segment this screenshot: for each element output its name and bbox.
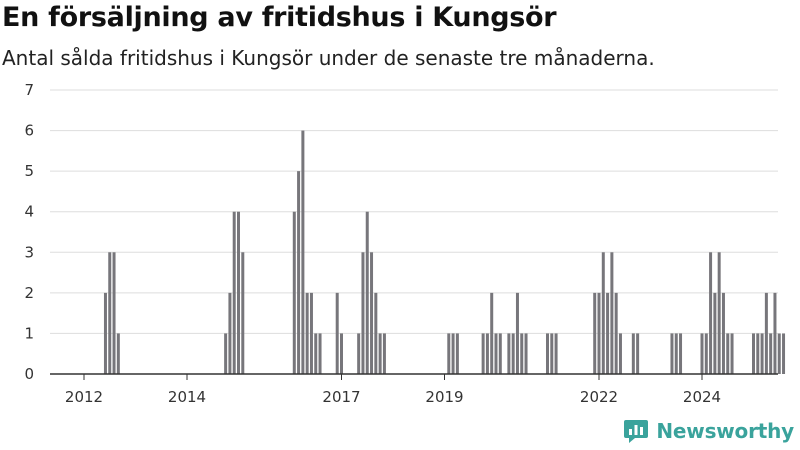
bar	[224, 333, 228, 374]
bar	[335, 292, 339, 374]
bar	[515, 292, 519, 374]
y-tick-label: 4	[24, 203, 34, 221]
bar	[769, 333, 773, 374]
x-tick-label: 2012	[65, 388, 103, 406]
bar	[507, 333, 511, 374]
bar	[730, 333, 734, 374]
bar	[370, 252, 374, 374]
bar	[601, 252, 605, 374]
bar	[455, 333, 459, 374]
bar	[593, 292, 597, 374]
bar	[670, 333, 674, 374]
bar	[610, 252, 614, 374]
bar	[318, 333, 322, 374]
bar	[606, 292, 610, 374]
bar	[524, 333, 528, 374]
bar	[490, 292, 494, 374]
bar	[713, 292, 717, 374]
bar	[674, 333, 678, 374]
brand-name: Newsworthy	[656, 419, 794, 443]
x-tick-label: 2014	[168, 388, 206, 406]
bar	[760, 333, 764, 374]
bar	[764, 292, 768, 374]
bar	[116, 333, 120, 374]
bar	[451, 333, 455, 374]
x-tick-label: 2017	[322, 388, 360, 406]
y-tick-label: 6	[24, 122, 34, 140]
bar	[717, 252, 721, 374]
bar	[108, 252, 112, 374]
bar	[777, 333, 781, 374]
bar	[546, 333, 549, 374]
bar	[614, 292, 618, 374]
bar	[752, 333, 755, 374]
bar	[112, 252, 116, 374]
bar	[485, 333, 489, 374]
bar	[357, 333, 361, 374]
bar	[103, 292, 107, 374]
y-tick-label: 3	[24, 243, 34, 261]
bar	[721, 292, 725, 374]
bar	[292, 211, 296, 374]
bar-chart-logo-icon	[624, 420, 649, 443]
y-tick-label: 7	[24, 81, 34, 99]
y-tick-label: 5	[24, 162, 34, 180]
bar	[382, 333, 386, 374]
bar	[709, 252, 713, 374]
y-axis-labels: 0 1 2 3 4 5 6 7	[24, 81, 34, 383]
bar	[520, 333, 524, 374]
bar	[378, 333, 382, 374]
bar	[447, 333, 451, 374]
bar	[340, 333, 343, 374]
bar	[597, 292, 601, 374]
bar	[554, 333, 558, 374]
bar	[498, 333, 502, 374]
x-tick-label: 2024	[683, 388, 721, 406]
bar	[494, 333, 498, 374]
bar	[297, 171, 301, 374]
bar	[631, 333, 635, 374]
bar	[782, 333, 786, 374]
bar	[481, 333, 485, 374]
bar	[232, 211, 236, 374]
bar	[726, 333, 730, 374]
chart-title: En försäljning av fritidshus i Kungsör	[2, 2, 557, 33]
bar	[309, 292, 313, 374]
y-tick-label: 0	[24, 365, 34, 383]
bar	[314, 333, 318, 374]
chart-subtitle: Antal sålda fritidshus i Kungsör under d…	[2, 46, 655, 70]
bar	[361, 252, 365, 374]
bar	[365, 211, 369, 374]
bar	[636, 333, 640, 374]
bar	[618, 333, 622, 374]
y-tick-label: 1	[24, 324, 34, 342]
bar	[700, 333, 704, 374]
newsworthy-logo: Newsworthy	[624, 418, 794, 444]
bar	[228, 292, 232, 374]
bar	[704, 333, 708, 374]
x-axis: 2012 2014 2017 2019 2022 2024	[50, 373, 778, 406]
y-tick-label: 2	[24, 284, 34, 302]
bar	[773, 292, 777, 374]
bars	[103, 130, 786, 374]
bar	[241, 252, 245, 374]
x-tick-label: 2019	[425, 388, 463, 406]
bar	[511, 333, 515, 374]
bar	[305, 292, 309, 374]
bar	[374, 292, 378, 374]
bar	[301, 130, 305, 374]
bar	[550, 333, 554, 374]
x-tick-label: 2022	[580, 388, 618, 406]
bar	[679, 333, 683, 374]
bar	[756, 333, 760, 374]
bar	[237, 211, 240, 374]
grid-lines	[50, 89, 778, 334]
